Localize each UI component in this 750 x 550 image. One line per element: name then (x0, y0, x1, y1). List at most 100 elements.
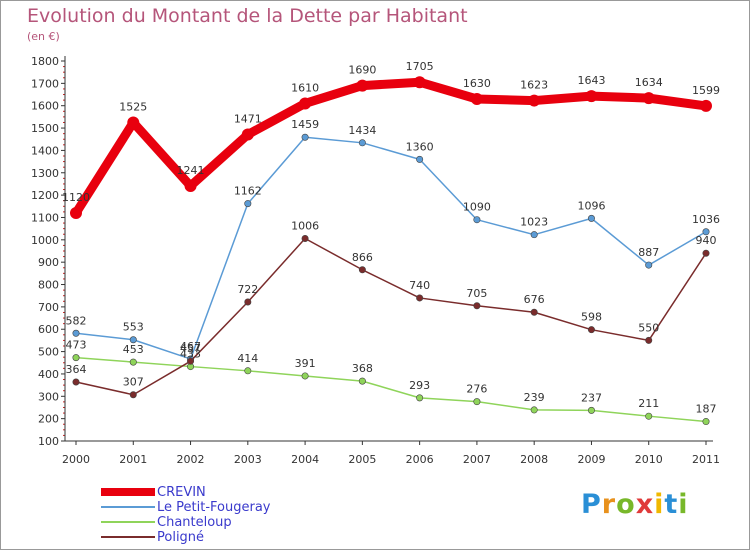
data-label: 457 (180, 342, 201, 355)
x-tick-label: 2006 (406, 453, 434, 466)
y-tick-label: 1500 (31, 122, 59, 135)
legend-label: Le Petit-Fougeray (157, 500, 271, 515)
data-point (184, 179, 197, 192)
data-label: 1090 (463, 201, 491, 214)
data-label: 1525 (119, 100, 147, 113)
data-label: 391 (295, 357, 316, 370)
y-tick-label: 600 (38, 323, 59, 336)
data-point (358, 266, 366, 274)
y-tick-label: 1700 (31, 77, 59, 90)
y-tick-label: 200 (38, 413, 59, 426)
x-tick-label: 2001 (119, 453, 147, 466)
series-line-3 (75, 237, 707, 396)
data-label: 1599 (692, 84, 720, 97)
data-label: 453 (123, 343, 144, 356)
data-label: 1690 (348, 64, 376, 77)
data-point (587, 326, 595, 334)
data-label: 1120 (62, 191, 90, 204)
data-point (473, 302, 481, 310)
data-point (127, 116, 140, 129)
logo-letter: i (654, 489, 665, 520)
data-point (244, 298, 252, 306)
data-label: 1643 (577, 74, 605, 87)
series-line-1 (75, 136, 707, 360)
data-label: 1096 (577, 199, 605, 212)
data-point (72, 354, 80, 362)
chart-title: Evolution du Montant de la Dette par Hab… (27, 5, 468, 27)
y-tick-label: 100 (38, 435, 59, 448)
logo-letter: t (664, 489, 679, 520)
data-label: 1360 (406, 140, 434, 153)
data-label: 705 (466, 287, 487, 300)
legend-label: CREVIN (157, 485, 206, 500)
data-point (473, 216, 481, 224)
data-label: 1623 (520, 79, 548, 92)
data-label: 1023 (520, 216, 548, 229)
data-label: 1036 (692, 213, 720, 226)
x-tick-label: 2011 (692, 453, 720, 466)
data-label: 1006 (291, 219, 319, 232)
x-tick-label: 2004 (291, 453, 319, 466)
data-label: 237 (581, 391, 602, 404)
data-label: 550 (638, 321, 659, 334)
data-point (645, 412, 653, 420)
data-point (70, 207, 82, 219)
data-point (473, 398, 481, 406)
logo-letter: i (678, 489, 689, 520)
data-label: 211 (638, 397, 659, 410)
data-label: 187 (696, 403, 717, 416)
data-label: 582 (66, 314, 87, 327)
data-point (587, 406, 595, 414)
x-tick-label: 2009 (577, 453, 605, 466)
y-tick-label: 1100 (31, 211, 59, 224)
data-point (187, 357, 195, 365)
data-point (528, 94, 541, 107)
series-line-0 (71, 77, 711, 218)
data-label: 1610 (291, 81, 319, 94)
y-tick-label: 1600 (31, 100, 59, 113)
data-point (358, 377, 366, 385)
series-line-2 (75, 356, 707, 423)
data-point (241, 128, 254, 141)
y-tick-label: 400 (38, 368, 59, 381)
data-label: 1459 (291, 118, 319, 131)
data-point (416, 155, 424, 163)
chart-axes: 1002003004005006007008009001000110012001… (31, 55, 720, 466)
data-point (702, 249, 710, 257)
data-point (72, 329, 80, 337)
logo-letter: r (601, 489, 617, 520)
data-label: 364 (66, 363, 87, 376)
data-label: 368 (352, 362, 373, 375)
data-point (702, 228, 710, 236)
data-label: 414 (237, 352, 258, 365)
data-point (244, 367, 252, 375)
legend-swatch (101, 536, 155, 538)
data-point (530, 231, 538, 239)
data-point (587, 214, 595, 222)
data-label: 473 (66, 339, 87, 352)
y-tick-label: 1300 (31, 167, 59, 180)
y-tick-label: 700 (38, 301, 59, 314)
data-label: 1471 (234, 113, 262, 126)
data-point (301, 372, 309, 380)
data-label: 1634 (635, 76, 663, 89)
data-point (530, 308, 538, 316)
y-tick-label: 300 (38, 390, 59, 403)
data-label: 676 (524, 293, 545, 306)
legend-swatch (101, 521, 155, 523)
data-point (356, 79, 369, 92)
data-label: 239 (524, 391, 545, 404)
data-label: 467 (180, 340, 201, 353)
data-point (470, 93, 483, 105)
data-label: 433 (180, 348, 201, 361)
data-point (244, 200, 252, 208)
data-point (645, 261, 653, 269)
data-point (301, 133, 309, 141)
data-point (702, 418, 710, 426)
y-tick-label: 500 (38, 346, 59, 359)
x-tick-label: 2010 (635, 453, 663, 466)
data-label: 740 (409, 279, 430, 292)
data-label: 1241 (177, 164, 205, 177)
series-layer (70, 76, 712, 426)
data-point (299, 97, 312, 110)
